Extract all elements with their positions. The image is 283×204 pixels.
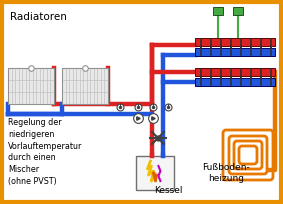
Bar: [195, 48, 275, 56]
Text: Regelung der
niedrigeren
Vorlauftemperatur
durch einen
Mischer
(ohne PVST): Regelung der niedrigeren Vorlauftemperat…: [8, 118, 82, 186]
Bar: [195, 68, 275, 76]
Bar: [213, 7, 223, 15]
Text: Radiatoren: Radiatoren: [10, 12, 67, 22]
Bar: [195, 78, 275, 86]
Bar: [8, 68, 54, 104]
Text: Kessel: Kessel: [154, 186, 183, 195]
Bar: [233, 7, 243, 15]
Bar: [136, 156, 174, 190]
Bar: [62, 68, 108, 104]
Bar: [195, 38, 275, 46]
Text: Fußboden-
heizung: Fußboden- heizung: [202, 163, 250, 183]
